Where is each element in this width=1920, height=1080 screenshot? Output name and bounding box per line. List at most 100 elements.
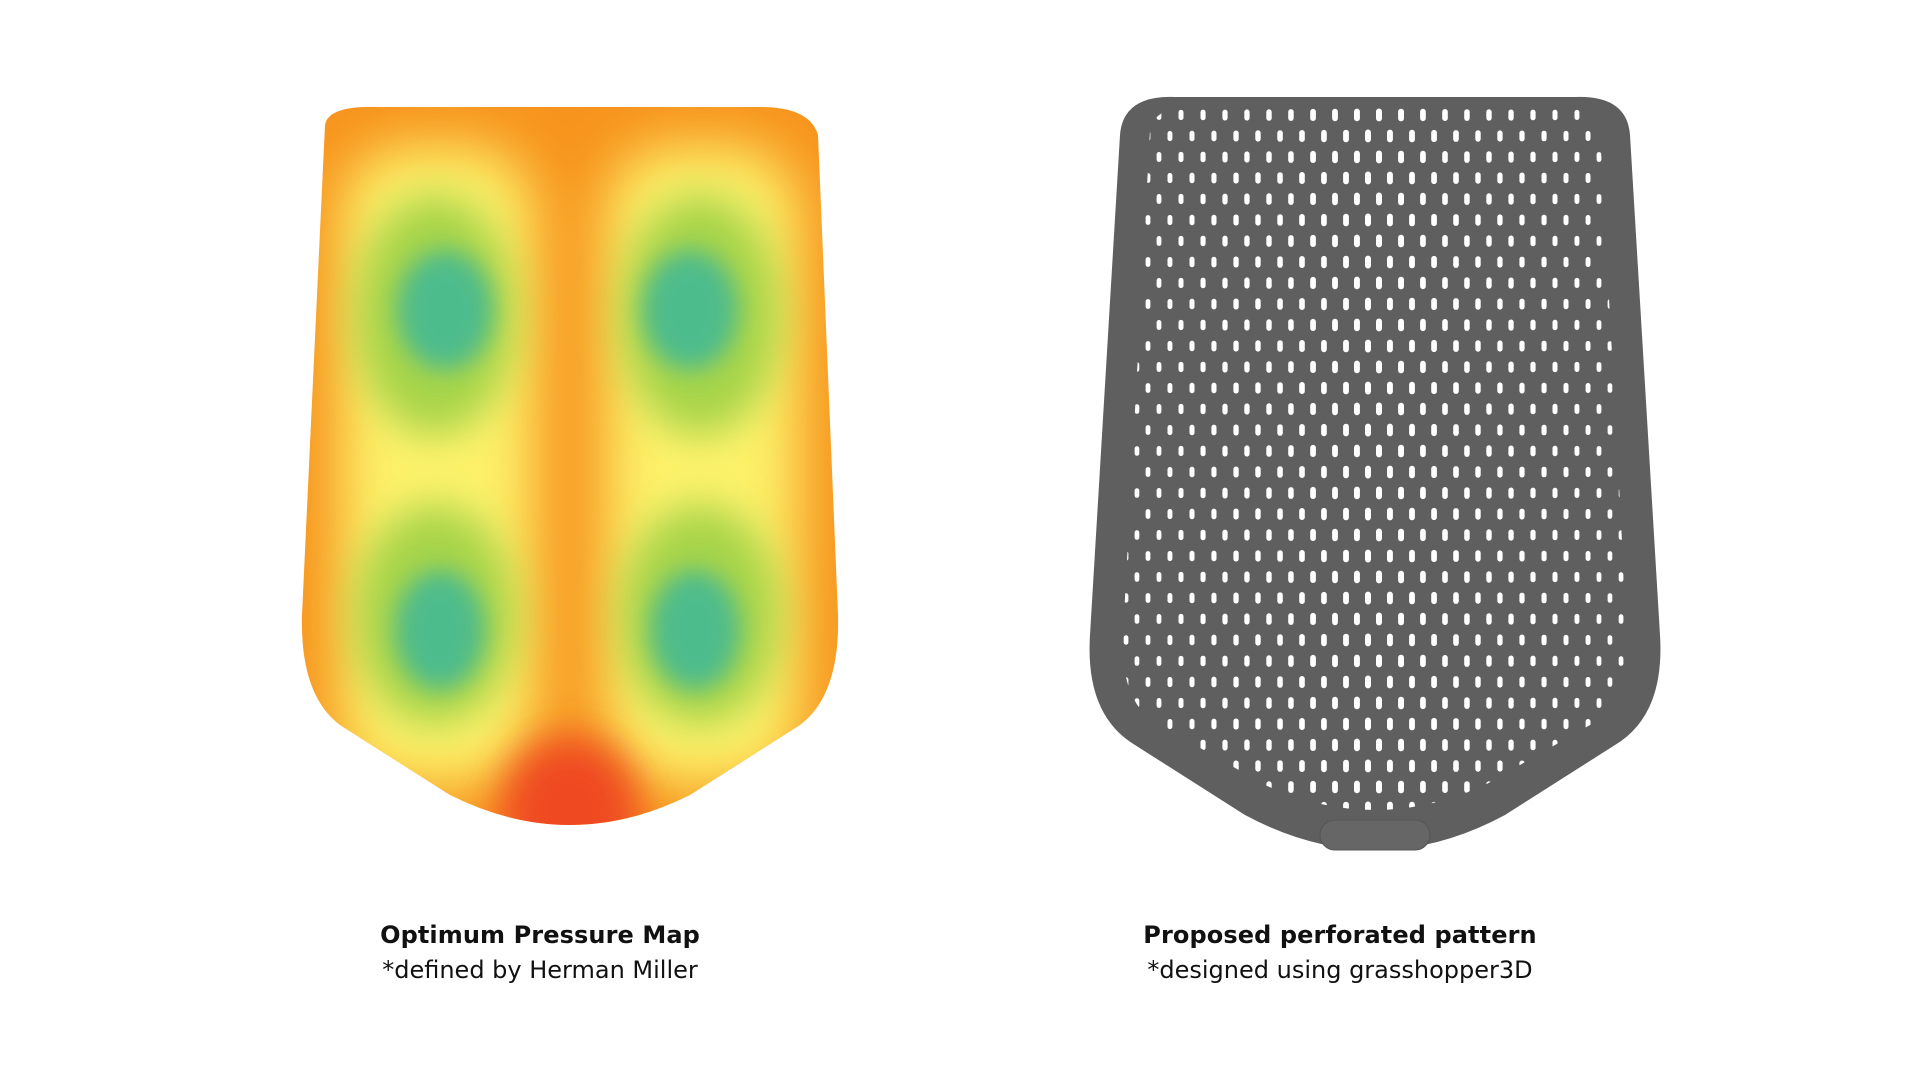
perforation-hole: [1376, 318, 1382, 332]
perforation-hole: [1420, 570, 1426, 584]
perforation-hole: [1453, 424, 1459, 436]
perforation-hole: [1299, 466, 1305, 478]
perforation-hole: [1244, 361, 1250, 373]
perforation-hole: [1200, 319, 1206, 331]
perforation-hole: [1574, 151, 1580, 162]
perforation-hole: [1497, 508, 1503, 520]
perforation-hole: [1508, 361, 1514, 373]
perforation-hole: [1574, 487, 1580, 498]
perforation-hole: [1157, 824, 1162, 834]
perforation-hole: [1596, 362, 1602, 372]
perforation-hole: [1255, 256, 1261, 268]
perforation-hole: [1585, 425, 1591, 435]
perforation-hole: [1343, 801, 1349, 810]
perforation-hole: [1343, 675, 1349, 689]
perforation-hole: [1596, 656, 1602, 666]
perforation-hole: [1409, 759, 1415, 773]
perforation-hole: [1321, 255, 1327, 269]
perforation-hole: [1442, 487, 1448, 499]
perforation-hole: [1222, 235, 1228, 247]
perforation-hole: [1420, 192, 1426, 206]
perforation-hole: [1145, 677, 1151, 687]
perforation-hole: [1519, 130, 1525, 142]
perforation-hole: [1420, 654, 1426, 668]
perforation-hole: [1277, 172, 1283, 184]
perforation-hole: [1530, 277, 1536, 289]
perforation-hole: [1409, 507, 1415, 521]
perforation-hole: [1277, 634, 1283, 646]
perforation-hole: [1442, 193, 1448, 205]
perforation-hole: [1563, 676, 1569, 688]
perforation-hole: [1167, 509, 1173, 520]
perforation-hole: [1310, 570, 1316, 583]
perforation-hole: [1233, 130, 1239, 142]
perforation-hole: [1178, 487, 1184, 499]
perforation-hole: [1574, 403, 1580, 414]
perforation-hole: [1519, 508, 1525, 520]
perforation-hole: [1486, 487, 1492, 499]
perforation-hole: [1541, 382, 1547, 394]
perforation-hole: [1563, 130, 1569, 142]
perforation-hole: [1508, 319, 1514, 331]
perforation-hole: [1464, 151, 1470, 163]
perforation-hole: [1145, 635, 1151, 645]
perforation-hole: [1178, 781, 1184, 793]
perforation-hole: [1299, 172, 1305, 184]
perforation-hole: [1354, 150, 1360, 164]
perforation-hole: [1167, 593, 1173, 604]
perforation-hole: [1464, 319, 1470, 331]
perforation-hole: [1332, 150, 1338, 164]
perforation-hole: [1398, 570, 1404, 584]
perforation-hole: [1420, 780, 1426, 794]
perforation-hole: [1288, 529, 1294, 541]
perforation-hole: [1343, 255, 1349, 269]
perforation-hole: [1189, 550, 1195, 562]
perforation-hole: [1453, 214, 1459, 226]
perforation-hole: [1200, 193, 1206, 205]
perforation-hole: [1497, 424, 1503, 436]
perforation-hole: [1563, 298, 1569, 310]
perforation-hole: [1321, 633, 1327, 647]
perforation-hole: [1387, 171, 1393, 185]
perforation-hole: [1431, 171, 1437, 185]
perforation-hole: [1409, 381, 1415, 395]
perforation-hole: [1530, 613, 1536, 625]
perforation-hole: [1167, 635, 1173, 646]
perforation-hole: [1585, 383, 1591, 393]
perforation-hole: [1233, 298, 1239, 310]
perforation-hole: [1398, 276, 1404, 290]
perforation-hole: [1541, 340, 1547, 352]
perforation-hole: [1332, 402, 1338, 416]
perforation-hole: [1332, 780, 1338, 794]
perforation-hole: [1409, 255, 1415, 269]
perforation-hole: [1574, 655, 1580, 666]
seat-notch: [1319, 819, 1431, 851]
perforation-hole: [1321, 129, 1327, 143]
perforation-hole: [1200, 739, 1206, 751]
perforation-hole: [1354, 276, 1360, 290]
perforation-hole: [1420, 318, 1426, 332]
perforation-hole: [1266, 193, 1272, 205]
perforation-hole: [1398, 738, 1404, 752]
perforation-hole: [1453, 466, 1459, 478]
perforation-hole: [1321, 465, 1327, 479]
perforation-hole: [1222, 277, 1228, 289]
perforation-hole: [1277, 676, 1283, 688]
perforation-hole: [1409, 339, 1415, 353]
perforation-hole: [1519, 340, 1525, 352]
perforation-hole: [1398, 192, 1404, 206]
perforation-hole: [1299, 676, 1305, 688]
perforation-hole: [1354, 402, 1360, 416]
perforation-hole: [1288, 613, 1294, 625]
perforation-hole: [1266, 109, 1272, 121]
perforation-hole: [1596, 698, 1602, 708]
perforation-hole: [1299, 634, 1305, 646]
perforation-hole: [1354, 528, 1360, 542]
perforation-hole: [1200, 613, 1206, 625]
perforation-hole: [1563, 256, 1569, 268]
perforation-hole: [1508, 445, 1514, 457]
perforation-hole: [1211, 382, 1217, 394]
perforation-hole: [1178, 319, 1184, 331]
perforation-hole: [1189, 256, 1195, 268]
perforation-hole: [1167, 425, 1173, 436]
